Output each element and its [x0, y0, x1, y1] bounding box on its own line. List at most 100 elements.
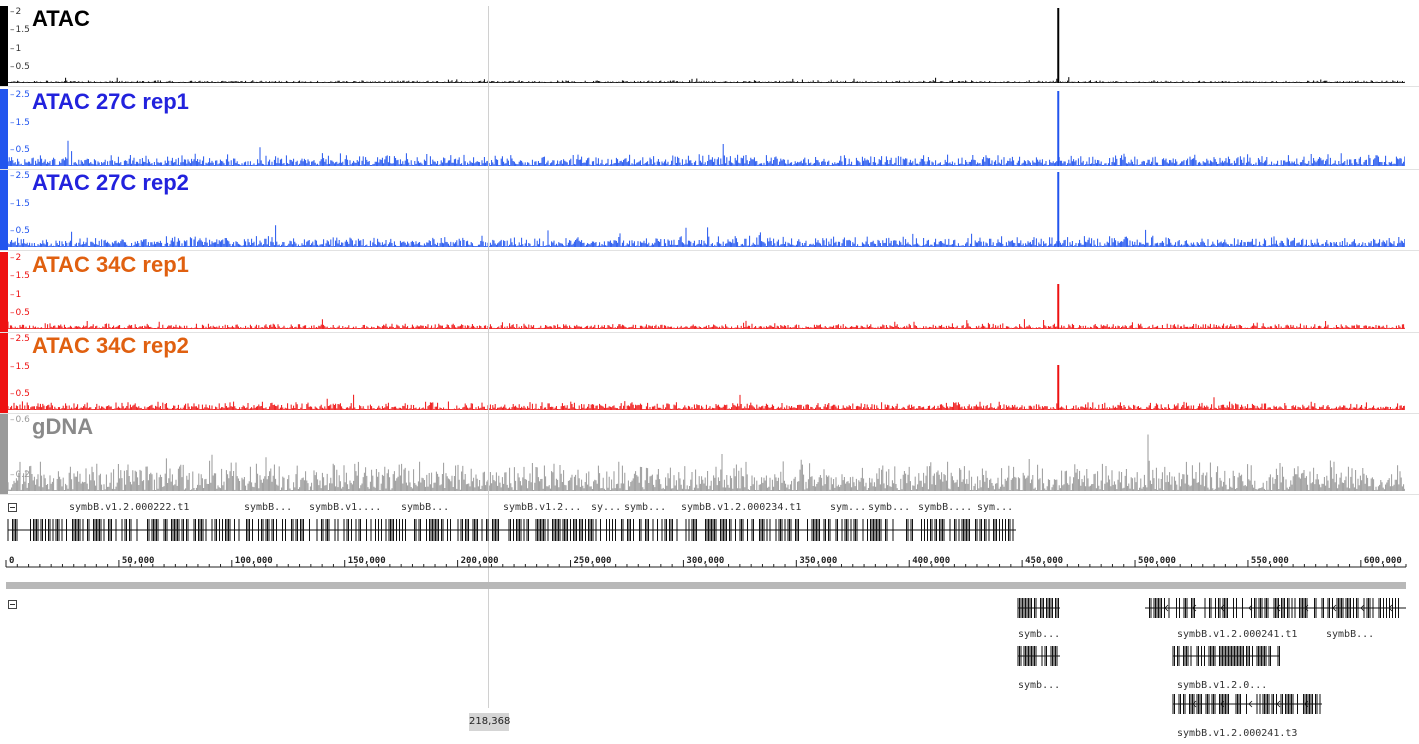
ruler-tick-label: 550,000 [1250, 556, 1289, 566]
gene-label[interactable]: sym... [830, 502, 867, 513]
gene-label[interactable]: symbB.v1.2.000234.t1 [681, 502, 802, 513]
track-color-bar [0, 333, 8, 414]
track-color-bar [0, 414, 8, 495]
ruler-tick-label: 450,000 [1025, 556, 1064, 566]
track-color-bar [0, 89, 8, 170]
axis-tick-label: 2 [10, 254, 22, 263]
axis-tick-label: 2.5 [10, 335, 30, 344]
ruler-tick-label: 300,000 [686, 556, 725, 566]
ruler-tick-label: 500,000 [1138, 556, 1176, 566]
gene-label[interactable]: symbB.v1.... [309, 502, 382, 513]
ruler-tick-label: 350,000 [799, 556, 838, 566]
gene-label[interactable]: sym... [977, 502, 1014, 513]
track-atac34r2[interactable]: 2.5 1.5 0.5 ATAC 34C rep2 [0, 333, 1419, 414]
signal-bars [8, 140, 1405, 166]
gene-model[interactable] [7, 519, 1016, 541]
gene-label[interactable]: symb... [1018, 629, 1061, 640]
cursor-line [488, 6, 489, 708]
ruler-tick-label: 600,000 [1363, 556, 1402, 566]
ruler-axis [5, 560, 1407, 568]
track-label[interactable]: ATAC 27C rep2 [32, 170, 189, 195]
gene-label[interactable]: symbB.v1.2.0... [1177, 680, 1268, 691]
gene-label[interactable]: symbB.v1.2.000241.t3 [1177, 728, 1298, 739]
track-atac27r2[interactable]: 2.5 1.5 0.5 ATAC 27C rep2 [0, 170, 1419, 251]
gene-label[interactable]: symb... [1018, 680, 1061, 691]
gene-model[interactable] [1172, 646, 1280, 666]
track-atac[interactable]: 2 1.5 1 0.5 ATAC [0, 6, 1419, 87]
signal-bars [8, 225, 1405, 247]
signal-bars [8, 77, 1405, 83]
signal-bars [8, 434, 1405, 491]
ruler-tick-label: 50,000 [121, 556, 155, 566]
gene-model[interactable] [1017, 646, 1060, 666]
track-color-bar [0, 6, 8, 87]
axis-tick-label: 1.5 [10, 272, 30, 281]
gene-label[interactable]: symbB... [244, 502, 293, 513]
gene-label[interactable]: symb... [868, 502, 911, 513]
axis-tick-label: 1.5 [10, 199, 30, 209]
overview-bar [6, 582, 1406, 589]
axis-tick-label: 2 [10, 8, 22, 17]
signal-plot [8, 365, 1405, 410]
track-atac27r1[interactable]: 2.5 1.5 0.5 ATAC 27C rep1 [0, 89, 1419, 170]
gene-model[interactable] [1017, 598, 1060, 618]
axis-tick-label: 1.5 [10, 26, 30, 35]
axis-tick-label: 0.5 [10, 227, 30, 236]
signal-plot [8, 8, 1405, 83]
track-label[interactable]: ATAC 27C rep1 [32, 89, 189, 114]
axis-tick-label: 0.5 [10, 390, 30, 399]
ruler-tick-label: 400,000 [912, 556, 951, 566]
gene-label[interactable]: symbB... [401, 502, 450, 513]
track-label[interactable]: gDNA [32, 414, 94, 439]
track-gdna[interactable]: 0.6 0.2 gDNA [0, 414, 1419, 495]
gene-label[interactable]: symbB.v1.2.000222.t1 [69, 502, 190, 513]
ruler-tick-label: 200,000 [460, 556, 499, 566]
axis-tick-label: 1.5 [10, 118, 30, 128]
gene-model[interactable] [1172, 694, 1322, 714]
track-label[interactable]: ATAC 34C rep2 [32, 333, 189, 358]
signal-bars [8, 394, 1405, 410]
ruler-tick-label: 150,000 [347, 556, 386, 566]
axis-tick-label: 2.5 [10, 172, 30, 181]
track-label[interactable]: ATAC [32, 6, 90, 31]
gene-label[interactable]: symbB.... [918, 502, 973, 513]
axis-tick-label: 0.2 [10, 471, 30, 480]
track-divider [0, 250, 1419, 251]
track-divider [0, 494, 1419, 495]
signal-bars [8, 319, 1405, 329]
cursor-position-label: 218,368 [469, 713, 510, 731]
track-color-bar [0, 170, 8, 251]
signal-plot [8, 434, 1405, 491]
gene-label[interactable]: symbB.v1.2.000241.t1 [1177, 629, 1298, 640]
track-divider [0, 169, 1419, 170]
track-atac34r1[interactable]: 2 1.5 1 0.5 ATAC 34C rep1 [0, 252, 1419, 333]
track-divider [0, 332, 1419, 333]
ruler-tick-label: 0 [9, 556, 15, 566]
gene-label[interactable]: sy... [591, 502, 622, 513]
signal-plot [8, 284, 1405, 329]
gene-model[interactable] [1145, 598, 1406, 618]
signal-plot [8, 91, 1405, 166]
axis-tick-label: 1.5 [10, 362, 30, 372]
track-divider [0, 86, 1419, 87]
track-color-bar [0, 252, 8, 333]
axis-tick-label: 0.5 [10, 309, 30, 318]
track-label[interactable]: ATAC 34C rep1 [32, 252, 189, 277]
ruler-tick-label: 250,000 [573, 556, 612, 566]
axis-tick-label: 2.5 [10, 91, 30, 100]
gene-label[interactable]: symb... [624, 502, 667, 513]
collapse-upper-genes-icon[interactable] [8, 503, 17, 512]
signal-plot [8, 172, 1405, 247]
axis-tick-label: 0.5 [10, 63, 30, 72]
axis-tick-label: 0.6 [10, 416, 30, 425]
axis-tick-label: 1 [10, 44, 22, 54]
axis-tick-label: 1 [10, 290, 22, 300]
collapse-lower-genes-icon[interactable] [8, 600, 17, 609]
axis-tick-label: 0.5 [10, 146, 30, 155]
gene-label[interactable]: symbB... [1326, 629, 1375, 640]
gene-label[interactable]: symbB.v1.2... [503, 502, 582, 513]
ruler-tick-label: 100,000 [234, 556, 273, 566]
track-divider [0, 413, 1419, 414]
